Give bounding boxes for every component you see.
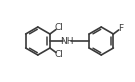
Text: Cl: Cl xyxy=(55,50,63,59)
Text: F: F xyxy=(118,24,123,33)
Text: NH: NH xyxy=(60,36,74,46)
Text: Cl: Cl xyxy=(55,23,63,32)
